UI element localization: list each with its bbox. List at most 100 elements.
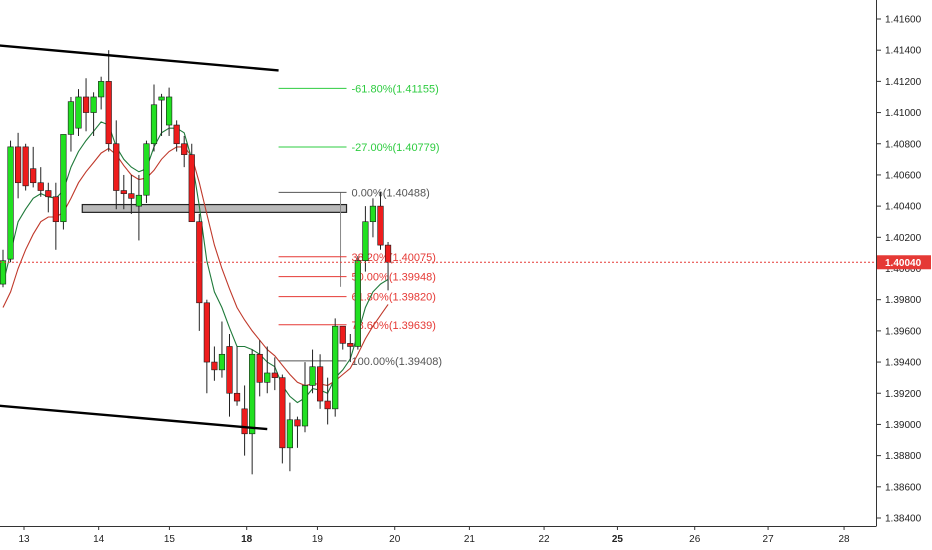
candle-body (0, 260, 7, 285)
ema-fast-line (2, 121, 389, 404)
fib-level-label: -61.80%(1.41155) (352, 83, 439, 95)
time-axis-background (0, 526, 877, 550)
candle-body (188, 154, 195, 223)
candle-body (324, 400, 331, 410)
candle-body (316, 366, 324, 402)
price-tick-label: 1.41600 (885, 15, 922, 26)
time-axis[interactable]: 13 14 15 18 19 20 21 22 25 26 27 28 (0, 526, 877, 550)
price-tick-label: 1.38600 (885, 482, 922, 493)
bullish-candle (218, 321, 226, 378)
bullish-candle (67, 96, 75, 152)
bullish-candle (286, 402, 294, 472)
candle-body (332, 325, 339, 410)
candle-body (90, 96, 97, 113)
candle-body (226, 346, 233, 394)
candle-body (158, 96, 165, 101)
bearish-candle (271, 357, 278, 391)
price-tick-label: 1.38400 (885, 514, 922, 525)
bearish-candle (105, 50, 112, 152)
time-tick-label: 15 (164, 534, 176, 545)
price-tick-label: 1.40200 (885, 233, 922, 244)
price-axis-background (876, 0, 932, 550)
candle-body (82, 96, 90, 113)
price-tick-label: 1.41000 (885, 108, 922, 119)
time-tick-label: 25 (612, 534, 624, 545)
candle-body (22, 146, 29, 187)
ema-slow-line (2, 146, 389, 387)
bullish-candle (60, 134, 67, 230)
candle-body (135, 194, 143, 207)
price-tick-label: 1.40400 (885, 202, 922, 213)
candle-body (128, 193, 135, 199)
bearish-candle (30, 146, 37, 188)
bearish-candle (339, 325, 346, 350)
bearish-candle (324, 377, 331, 425)
price-tick-label: 1.40000 (885, 264, 922, 275)
bearish-candle (226, 333, 233, 417)
lower-channel-line[interactable] (0, 404, 268, 431)
candle-body (218, 353, 226, 371)
candle-body (203, 302, 210, 363)
bearish-candle (294, 416, 301, 448)
bearish-candle (181, 135, 188, 168)
candle-body (30, 168, 37, 184)
candle-body (181, 143, 188, 155)
candle-body (347, 343, 354, 347)
price-tick-label: 1.38800 (885, 451, 922, 462)
bearish-candle (82, 78, 90, 132)
fibonacci-layer: -61.80%(1.41155) -27.00%(1.40779) 0.00%(1.… (278, 83, 443, 368)
time-tick-label: 27 (763, 534, 775, 545)
bullish-candle (90, 92, 97, 136)
candle-body (294, 419, 301, 427)
bullish-candle (354, 256, 361, 350)
bearish-candle (256, 340, 263, 397)
bullish-candle (362, 206, 369, 272)
moving-average-layer (2, 121, 389, 404)
bullish-candle (0, 249, 7, 288)
candle-body (369, 205, 377, 223)
resistance-zone (81, 203, 348, 213)
bearish-candle (22, 143, 29, 191)
bullish-candle (369, 198, 377, 238)
bearish-candle (52, 182, 59, 250)
candle-body (75, 96, 82, 129)
bullish-candle (143, 140, 150, 204)
current-price-value: 1.40040 (885, 258, 922, 269)
bullish-candle (135, 174, 143, 241)
time-tick-label: 14 (93, 534, 105, 545)
candle-body (362, 221, 369, 262)
time-tick-label: 18 (241, 534, 253, 545)
fib-level-label: 100.00%(1.39408) (352, 356, 443, 368)
current-price-tag (877, 255, 931, 270)
candle-body (339, 325, 346, 344)
candles-layer (0, 50, 392, 475)
candle-body (173, 124, 180, 145)
price-tick-label: 1.40800 (885, 139, 922, 150)
candle-body (67, 101, 75, 135)
bullish-candle (166, 87, 173, 136)
price-tick-label: 1.39000 (885, 420, 922, 431)
price-axis[interactable]: 1.41600 1.41400 1.41200 1.41000 1.40800 1.406… (876, 0, 932, 550)
candle-body (264, 372, 271, 383)
bullish-candle (301, 362, 309, 433)
resistance-zone-layer (81, 203, 348, 213)
candle-body (256, 353, 263, 383)
candle-body (384, 244, 392, 263)
price-tick-label: 1.39200 (885, 389, 922, 400)
trendline-layer (0, 44, 279, 431)
time-tick-label: 28 (838, 534, 850, 545)
candle-body (52, 196, 59, 223)
time-tick-label: 21 (464, 534, 476, 545)
fib-level-label: 50.00%(1.39948) (352, 272, 436, 284)
bearish-candle (120, 174, 127, 210)
bullish-candle (158, 93, 165, 136)
candle-body (286, 419, 294, 449)
bearish-candle (233, 346, 241, 406)
upper-channel-line[interactable] (0, 44, 279, 72)
time-tick-label: 20 (389, 534, 401, 545)
bearish-candle (113, 120, 120, 210)
fib-level-label: 38.20%(1.40075) (352, 252, 436, 264)
bearish-candle (45, 182, 52, 213)
